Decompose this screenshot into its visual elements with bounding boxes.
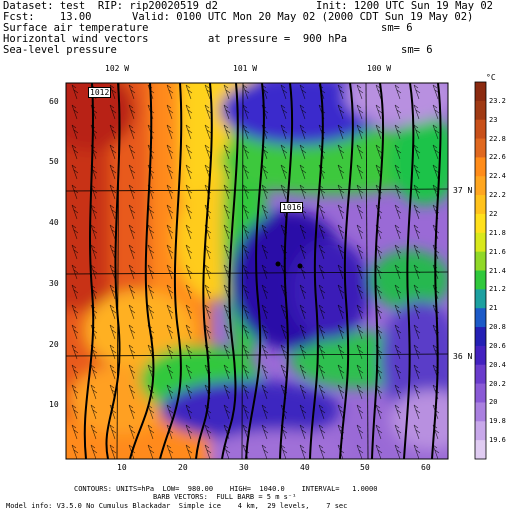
colorbar-label: 19.8 [489, 417, 506, 426]
colorbar-swatch [475, 345, 486, 366]
colorbar-swatch [475, 138, 486, 158]
colorbar-label: 21.2 [489, 285, 506, 294]
x-tick-40: 40 [300, 463, 310, 472]
colorbar-swatch [475, 251, 486, 271]
footer-contours: CONTOURS: UNITS=hPa LOW= 980.00 HIGH= 10… [74, 485, 378, 493]
lat-label-36n: 36 N [453, 352, 473, 361]
lon-label-101w: 101 W [233, 64, 258, 73]
colorbar-swatch [475, 421, 486, 441]
colorbar-label: 23.2 [489, 96, 506, 105]
colorbar-label: 20.6 [489, 341, 506, 350]
x-tick-60: 60 [421, 463, 431, 472]
field-wind-vectors: Horizontal wind vectors [3, 33, 149, 45]
colorbar-label: 20.4 [489, 360, 506, 369]
colorbar-label: 22.6 [489, 153, 506, 162]
colorbar-label: 20.8 [489, 323, 506, 332]
footer-barbs: BARB VECTORS: FULL BARB = 5 m s⁻¹ [153, 493, 297, 501]
colorbar-swatch [475, 213, 486, 234]
forecast-hour: Fcst: 13.00 [3, 11, 92, 23]
colorbar-label: 22.4 [489, 172, 506, 181]
valid-time: Valid: 0100 UTC Mon 20 May 02 (2000 CDT … [132, 11, 474, 23]
colorbar-label: 22.8 [489, 134, 506, 143]
x-tick-10: 10 [117, 463, 127, 472]
field-slp-smoothing: sm= 6 [401, 44, 433, 56]
colorbar-label: 21.4 [489, 266, 506, 275]
temperature-field [66, 83, 448, 459]
y-tick-40: 40 [49, 218, 59, 227]
init-time: Init: 1200 UTC Sun 19 May 02 [316, 0, 494, 12]
dataset-line: Dataset: test RIP: rip20020519 d2 [3, 0, 218, 12]
field-sea-level-pressure: Sea-level pressure [3, 44, 117, 56]
colorbar-label: 21.6 [489, 247, 506, 256]
colorbar-unit: °C [486, 73, 496, 82]
x-tick-50: 50 [360, 463, 370, 472]
y-tick-30: 30 [49, 279, 59, 288]
wind-pressure-level: at pressure = 900 hPa [208, 33, 348, 45]
lat-label-37n: 37 N [453, 186, 473, 195]
lon-label-100w: 100 W [367, 64, 392, 73]
colorbar-label: 22.2 [489, 191, 506, 200]
colorbar-label: 20.2 [489, 379, 506, 388]
colorbar-label: 22 [489, 209, 498, 218]
colorbar-swatch [475, 308, 486, 328]
colorbar-swatch [475, 289, 486, 309]
isobar-label-1012: 1012 [88, 87, 112, 98]
x-tick-20: 20 [178, 463, 188, 472]
colorbar-label: 19.6 [489, 436, 506, 445]
colorbar-label: 23 [489, 115, 498, 124]
isobars [83, 83, 442, 459]
colorbar-swatch [475, 440, 486, 460]
colorbar-swatch [475, 195, 486, 215]
colorbar-swatch [475, 402, 486, 422]
colorbar-swatch [475, 82, 486, 102]
footer-model-info: Model info: V3.5.0 No Cumulus Blackadar … [6, 502, 348, 510]
colorbar-swatch [475, 383, 486, 403]
colorbar-swatch [475, 157, 486, 177]
colorbar-label: 21.8 [489, 228, 506, 237]
field-surface-temp-smoothing: sm= 6 [381, 22, 413, 34]
field-surface-temp: Surface air temperature [3, 22, 149, 34]
colorbar-swatch [475, 119, 486, 140]
x-tick-30: 30 [239, 463, 249, 472]
colorbar-swatch [475, 232, 486, 253]
lon-label-102w: 102 W [105, 64, 130, 73]
colorbar [474, 81, 487, 460]
colorbar-label: 20 [489, 398, 498, 407]
colorbar-swatch [475, 270, 486, 290]
y-tick-20: 20 [49, 340, 59, 349]
colorbar-swatch [475, 100, 486, 121]
isobar-label-1016: 1016 [280, 202, 304, 213]
y-tick-60: 60 [49, 97, 59, 106]
y-tick-10: 10 [49, 400, 59, 409]
colorbar-swatch [475, 176, 486, 196]
colorbar-label: 21 [489, 304, 498, 313]
colorbar-swatch [475, 327, 486, 347]
colorbar-swatch [475, 364, 486, 385]
y-tick-50: 50 [49, 157, 59, 166]
